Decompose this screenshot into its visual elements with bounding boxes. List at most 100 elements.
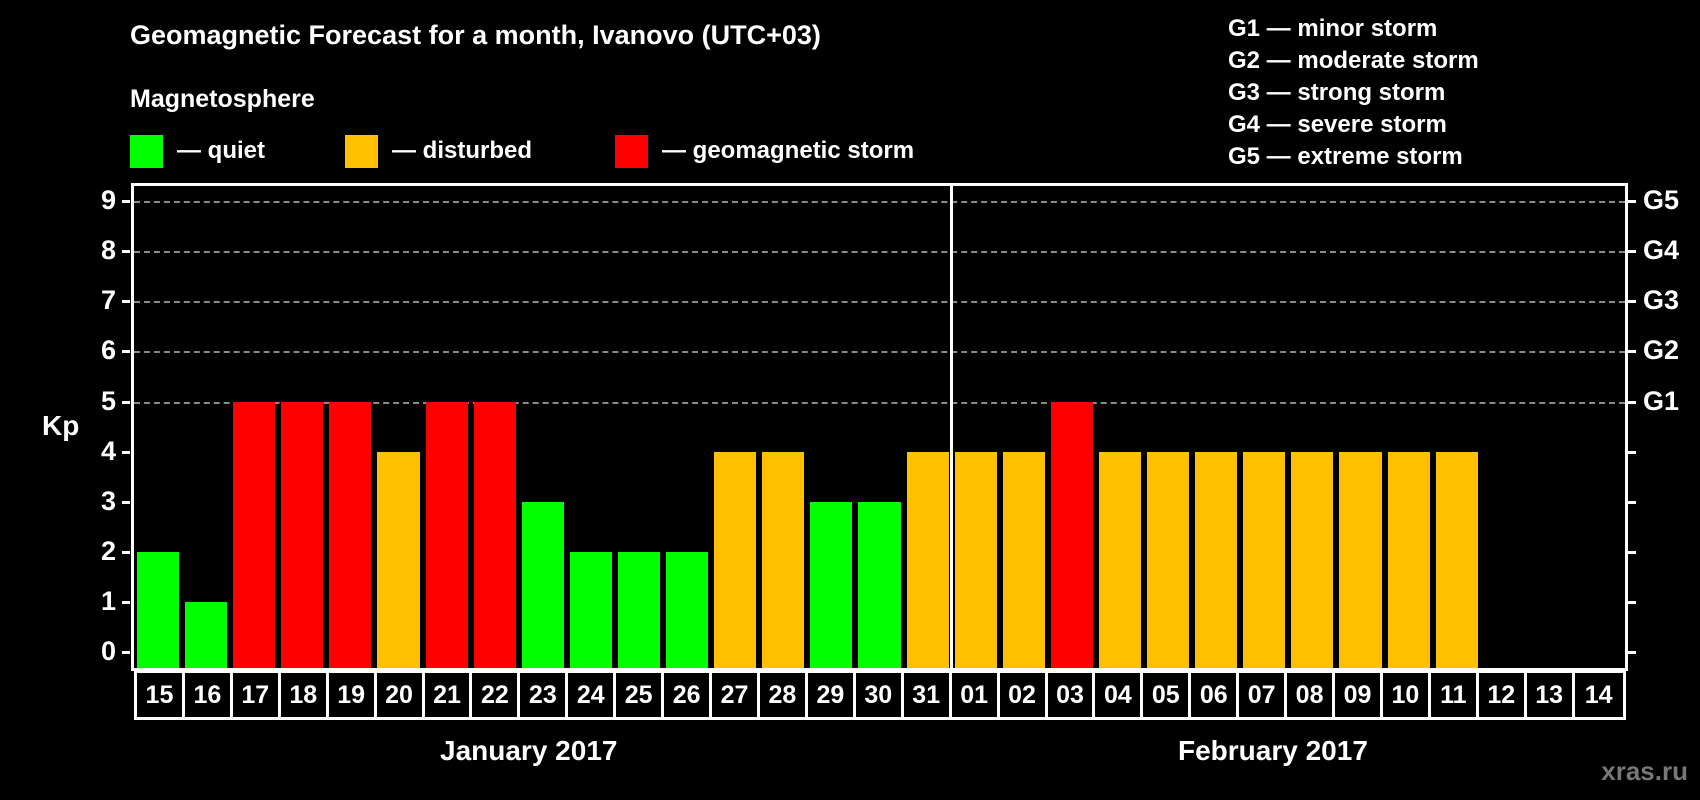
gridline xyxy=(134,301,1625,304)
y-tick-label: 8 xyxy=(100,235,116,266)
legend-storm: — geomagnetic storm xyxy=(615,134,914,168)
g-legend-item: G3 — strong storm xyxy=(1228,79,1446,106)
date-cell: 07 xyxy=(1239,673,1288,717)
kp-bar xyxy=(569,551,612,668)
date-cell: 14 xyxy=(1584,680,1613,709)
date-cell: 30 xyxy=(856,673,904,717)
g-scale-label: G2 xyxy=(1643,335,1680,366)
y-tick-label: 7 xyxy=(100,285,116,316)
date-cell: 21 xyxy=(425,673,473,717)
date-cell: 11 xyxy=(1431,673,1479,717)
kp-bar xyxy=(906,451,949,668)
kp-bar xyxy=(810,501,853,668)
g-legend-item: G4 — severe storm xyxy=(1228,111,1447,138)
kp-bar xyxy=(425,401,468,668)
right-tick xyxy=(1628,500,1636,504)
date-cell: 09 xyxy=(1335,673,1383,717)
date-cell: 02 xyxy=(1000,673,1048,717)
y-tick xyxy=(122,550,130,554)
right-tick xyxy=(1628,250,1636,254)
y-tick-label: 5 xyxy=(100,385,116,416)
date-cell: 01 xyxy=(952,673,1000,717)
right-tick xyxy=(1628,600,1636,604)
date-cell: 03 xyxy=(1048,673,1096,717)
g-scale-label: G4 xyxy=(1643,235,1680,266)
gridline xyxy=(134,201,1625,204)
date-cell: 06 xyxy=(1191,673,1240,717)
date-cell: 31 xyxy=(904,673,952,717)
legend-label: — geomagnetic storm xyxy=(662,137,915,164)
kp-bar xyxy=(377,451,420,668)
y-tick-label: 2 xyxy=(100,535,116,566)
date-cell: 13 xyxy=(1527,673,1575,717)
date-cell: 28 xyxy=(760,673,808,717)
y-axis-label: Kp xyxy=(42,410,80,441)
kp-bar xyxy=(666,551,709,668)
date-cell: 25 xyxy=(616,673,665,717)
quiet-swatch-icon xyxy=(130,134,163,168)
right-tick xyxy=(1628,450,1636,454)
right-tick xyxy=(1628,651,1636,654)
month-divider xyxy=(949,186,953,668)
y-tick xyxy=(122,250,130,254)
kp-bar xyxy=(1243,451,1286,668)
month-label-january: January 2017 xyxy=(440,735,618,766)
legend-disturbed: — disturbed xyxy=(345,134,532,168)
right-tick xyxy=(1628,300,1636,304)
disturbed-swatch-icon xyxy=(345,134,378,168)
kp-bar xyxy=(521,501,564,668)
kp-bar xyxy=(858,501,901,668)
date-cell: 18 xyxy=(281,673,329,717)
y-tick-label: 9 xyxy=(100,185,116,216)
g-legend-item: G2 — moderate storm xyxy=(1228,47,1479,74)
g-scale-legend: G1 — minor storm G2 — moderate storm G3 … xyxy=(1228,13,1479,173)
kp-bar xyxy=(233,401,276,668)
y-tick-label: 0 xyxy=(100,636,116,666)
gridline xyxy=(134,251,1625,254)
kp-bar xyxy=(1147,451,1190,668)
legend-quiet: — quiet xyxy=(130,134,265,168)
kp-bar xyxy=(1002,451,1045,668)
date-cell: 27 xyxy=(712,673,760,717)
y-tick xyxy=(122,600,130,604)
y-tick-label: 4 xyxy=(100,435,116,466)
kp-bar xyxy=(1195,451,1238,668)
kp-bar xyxy=(473,401,516,668)
g-scale-label: G3 xyxy=(1643,285,1680,316)
g-legend-item: G5 — extreme storm xyxy=(1228,143,1463,170)
kp-bar xyxy=(329,401,372,668)
date-cell: 23 xyxy=(520,673,569,717)
kp-bar xyxy=(1098,451,1142,668)
kp-bar xyxy=(1339,451,1382,668)
y-tick xyxy=(122,651,130,654)
kp-bar xyxy=(617,551,661,668)
plot-area xyxy=(131,183,1628,671)
gridline xyxy=(134,401,1625,404)
kp-bar xyxy=(714,451,757,668)
kp-bar xyxy=(281,401,324,668)
date-cell: 19 xyxy=(329,673,377,717)
watermark: xras.ru xyxy=(1601,756,1688,786)
date-cell: 24 xyxy=(568,673,617,717)
y-tick xyxy=(122,350,130,354)
right-tick xyxy=(1628,400,1636,404)
y-tick-label: 6 xyxy=(100,335,116,366)
date-axis: 15 16 17 18 19 20 21 22 23 24 25 26 27 28 29 30 31 01 02 03… xyxy=(134,670,1626,720)
kp-bar xyxy=(1387,451,1430,668)
date-cell: 16 xyxy=(185,673,233,717)
storm-swatch-icon xyxy=(615,134,648,168)
y-tick-label: 1 xyxy=(100,585,116,616)
month-label-february: February 2017 xyxy=(1178,735,1368,766)
date-cell: 22 xyxy=(472,673,521,717)
legend-subtitle: Magnetosphere xyxy=(130,85,315,113)
date-cell: 17 xyxy=(233,673,281,717)
y-tick xyxy=(122,450,130,454)
kp-bar xyxy=(185,601,228,668)
right-tick xyxy=(1628,550,1636,554)
date-cell: 29 xyxy=(808,673,856,717)
date-cell: 15 xyxy=(137,673,185,717)
y-tick xyxy=(122,500,130,504)
chart-title: Geomagnetic Forecast for a month, Ivanov… xyxy=(130,20,821,50)
kp-bar xyxy=(1050,401,1093,668)
y-tick xyxy=(122,200,130,204)
